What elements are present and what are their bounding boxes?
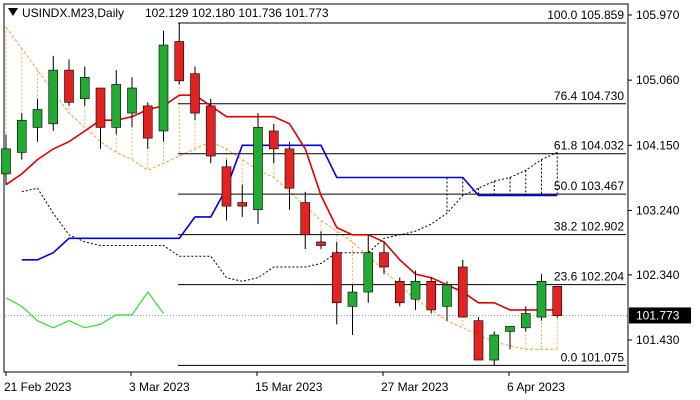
bear-candle[interactable] [426, 280, 437, 311]
price-tick-label: 102.340 [636, 268, 680, 282]
bull-candle[interactable] [111, 84, 122, 128]
bull-candle[interactable] [489, 334, 500, 361]
bear-candle[interactable] [473, 320, 484, 361]
bull-candle[interactable] [253, 127, 263, 211]
bear-candle[interactable] [331, 252, 342, 304]
bear-candle[interactable] [190, 73, 200, 114]
bull-candle[interactable] [363, 252, 374, 293]
triangle-down-icon[interactable] [8, 8, 18, 16]
fib-level-label: 61.8 104.032 [554, 139, 624, 153]
fib-level-label: 76.4 104.730 [554, 89, 624, 103]
cloud-layer [21, 151, 558, 282]
time-tick-label: 27 Mar 2023 [381, 380, 449, 394]
bear-candle[interactable] [457, 266, 468, 318]
bear-candle[interactable] [552, 286, 563, 316]
chart-header: USINDX.M23,Daily 102.129 102.180 101.736… [8, 6, 329, 20]
price-tick-label: 105.060 [636, 73, 680, 87]
bear-candle[interactable] [268, 130, 279, 150]
bear-candle[interactable] [300, 202, 311, 236]
bull-candle[interactable] [16, 119, 27, 153]
fibonacci-levels: 100.0 105.859 76.4 104.730 61.8 104.032 50.… [178, 8, 626, 366]
bear-candle[interactable] [316, 241, 326, 246]
bull-candle[interactable] [536, 280, 547, 318]
price-tick-label: 105.970 [636, 8, 680, 22]
time-tick-label: 6 Apr 2023 [507, 380, 565, 394]
bear-candle[interactable] [379, 252, 389, 268]
fib-level-label: 38.2 102.902 [554, 220, 624, 234]
bull-candle[interactable] [520, 313, 531, 329]
fib-level-label: 50.0 103.467 [554, 179, 624, 193]
bull-candle[interactable] [442, 284, 452, 307]
bear-candle[interactable] [284, 148, 295, 189]
current-price-badge [629, 307, 691, 324]
bull-candle[interactable] [127, 87, 137, 114]
bear-candle[interactable] [205, 105, 216, 157]
oscillator [5, 290, 164, 329]
bear-candle[interactable] [394, 280, 405, 304]
bull-candle[interactable] [48, 69, 59, 125]
candles[interactable] [1, 22, 563, 366]
cloud-dotted-line [21, 151, 558, 282]
bull-candle[interactable] [410, 280, 421, 300]
time-tick-label: 21 Feb 2023 [4, 380, 72, 394]
time-tick-label: 15 Mar 2023 [255, 380, 323, 394]
bear-candle[interactable] [221, 166, 232, 207]
fib-level-label: 0.0 101.075 [561, 350, 625, 364]
plot-area[interactable] [3, 3, 629, 373]
bear-candle[interactable] [142, 105, 153, 139]
price-tick-label: 101.430 [636, 333, 680, 347]
bear-candle[interactable] [237, 202, 248, 207]
bull-candle[interactable] [1, 148, 11, 175]
ohlc-label: 102.129 102.180 101.736 101.773 [145, 6, 329, 20]
time-tick-label: 3 Mar 2023 [129, 380, 190, 394]
price-tick-label: 104.150 [636, 138, 680, 152]
bull-candle[interactable] [79, 76, 90, 100]
bear-candle[interactable] [174, 41, 185, 82]
fib-level-label: 100.0 105.859 [547, 8, 624, 22]
fib-level-label: 23.6 102.204 [554, 270, 624, 284]
price-tick-label: 103.240 [636, 203, 680, 217]
bull-candle[interactable] [32, 109, 43, 128]
bear-candle[interactable] [64, 69, 74, 103]
price-axis[interactable]: 105.970 105.060 104.150 103.240 102.340 101.4… [628, 8, 691, 347]
bull-candle[interactable] [158, 44, 169, 132]
current-price-label: 101.773 [636, 308, 680, 322]
bear-candle[interactable] [95, 87, 106, 128]
symbol-label: USINDX.M23,Daily [22, 6, 124, 20]
bull-candle[interactable] [505, 326, 515, 332]
bull-candle[interactable] [347, 291, 358, 307]
orange-dotted-line [5, 26, 558, 350]
oscillator-line [5, 290, 164, 329]
time-axis[interactable]: 21 Feb 2023 3 Mar 2023 15 Mar 2023 27 Mar 2… [4, 372, 565, 394]
